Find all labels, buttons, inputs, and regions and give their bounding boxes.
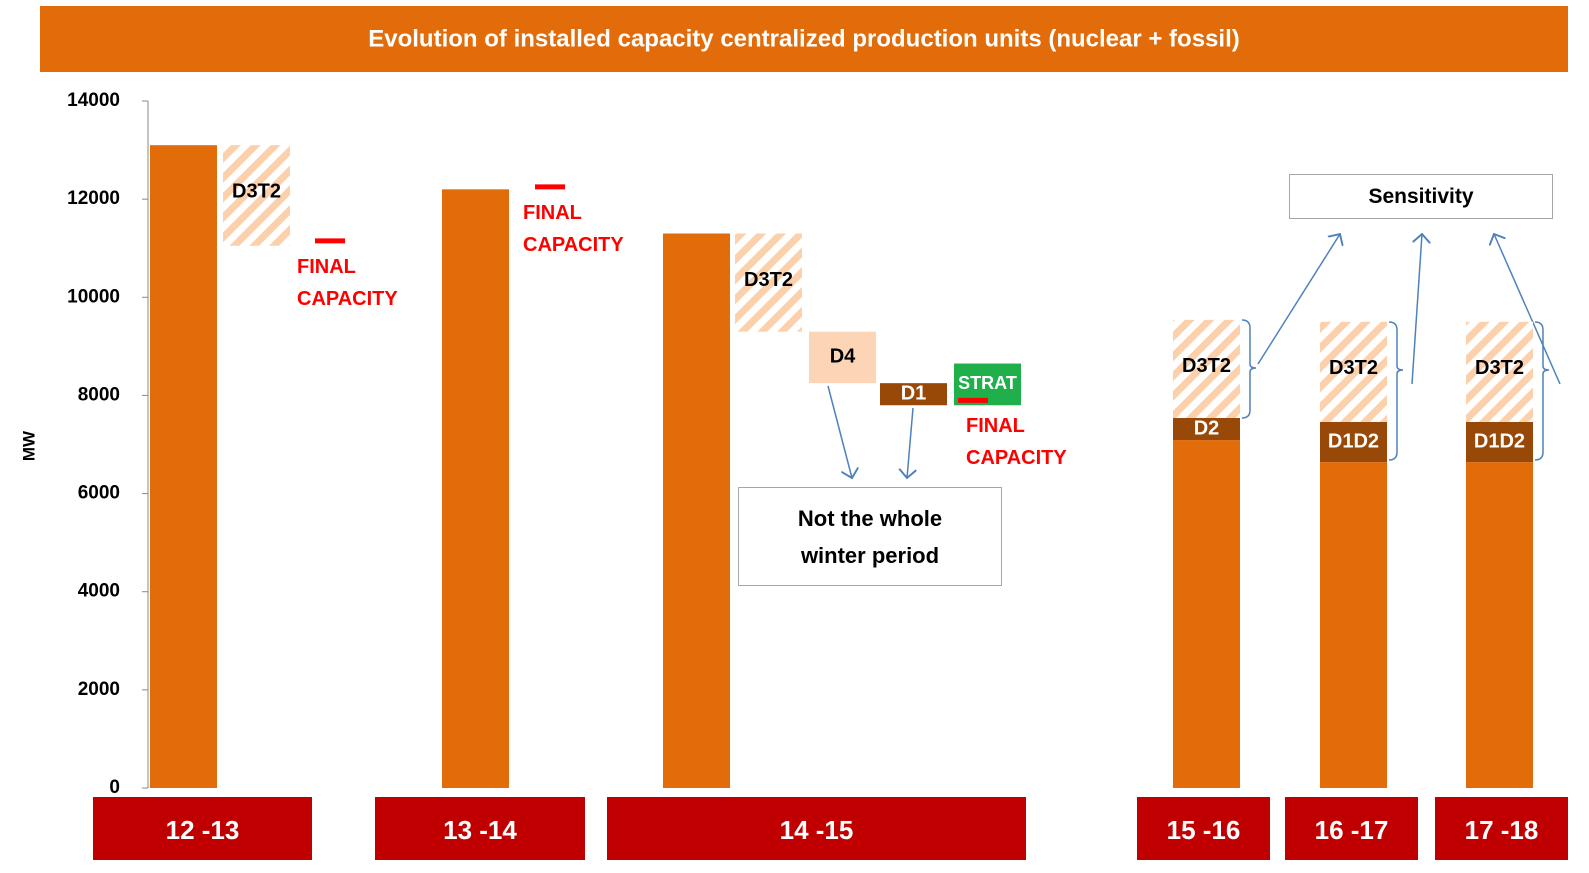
segment-label: D1 — [901, 382, 927, 404]
y-tick-label: 8000 — [78, 384, 120, 405]
arrows — [827, 234, 1561, 478]
y-axis-label: MW — [19, 430, 38, 461]
bar-segment — [223, 145, 290, 246]
final-label: FINAL CAPACITY — [297, 255, 398, 310]
segment-label: STRAT — [958, 373, 1017, 393]
bar-segment — [1173, 319, 1240, 419]
segment-label: D2 — [1194, 417, 1220, 439]
bar-segment — [1320, 421, 1387, 463]
x-tick-label: 17 -18 — [1465, 815, 1539, 845]
category-box — [1137, 797, 1270, 860]
bar-segment — [1173, 418, 1240, 441]
bar-segment — [880, 383, 947, 406]
bar-segment — [1173, 440, 1240, 788]
bar-segment — [809, 331, 876, 384]
bar-segment — [1466, 321, 1533, 422]
y-tick-label: 12000 — [67, 188, 120, 209]
category-box — [1285, 797, 1418, 860]
bar-segment — [150, 145, 217, 788]
annotation: Not the whole winter period — [738, 487, 1002, 586]
segment-label: D1D2 — [1328, 430, 1379, 452]
x-tick-label: 14 -15 — [780, 815, 854, 845]
x-tick-label: 12 -13 — [166, 815, 240, 845]
y-tick-label: 6000 — [78, 483, 120, 504]
final-label: FINAL CAPACITY — [966, 415, 1067, 470]
y-tick-label: 4000 — [78, 581, 120, 602]
segment-label: D3T2 — [1329, 357, 1378, 379]
bar-segment — [1320, 462, 1387, 788]
bar-segment — [1466, 421, 1533, 463]
segment-label: D3T2 — [232, 180, 281, 202]
final-label: FINAL CAPACITY — [523, 201, 624, 256]
x-tick-label: 16 -17 — [1315, 815, 1389, 845]
category-box — [607, 797, 1026, 860]
bar-segment — [1466, 462, 1533, 788]
category-box — [375, 797, 585, 860]
bar-segment — [663, 233, 730, 788]
title-bar — [40, 6, 1568, 72]
segment-label: D3T2 — [1475, 357, 1524, 379]
y-tick-label: 0 — [109, 777, 120, 798]
y-tick-label: 2000 — [78, 679, 120, 700]
chart-title: Evolution of installed capacity centrali… — [368, 25, 1239, 52]
bar-segment — [735, 233, 802, 332]
segment-label: D4 — [830, 346, 856, 368]
bar-segment — [442, 189, 509, 789]
annotation: Sensitivity — [1289, 174, 1553, 219]
bar-segment — [1320, 321, 1387, 422]
y-tick-label: 14000 — [67, 90, 120, 111]
y-tick-label: 10000 — [67, 286, 120, 307]
category-box — [93, 797, 312, 860]
segment-label: D3T2 — [744, 269, 793, 291]
x-tick-label: 15 -16 — [1167, 815, 1241, 845]
x-tick-label: 13 -14 — [443, 815, 517, 845]
category-box — [1435, 797, 1568, 860]
segment-label: D1D2 — [1474, 430, 1525, 452]
segment-label: D3T2 — [1182, 355, 1231, 377]
